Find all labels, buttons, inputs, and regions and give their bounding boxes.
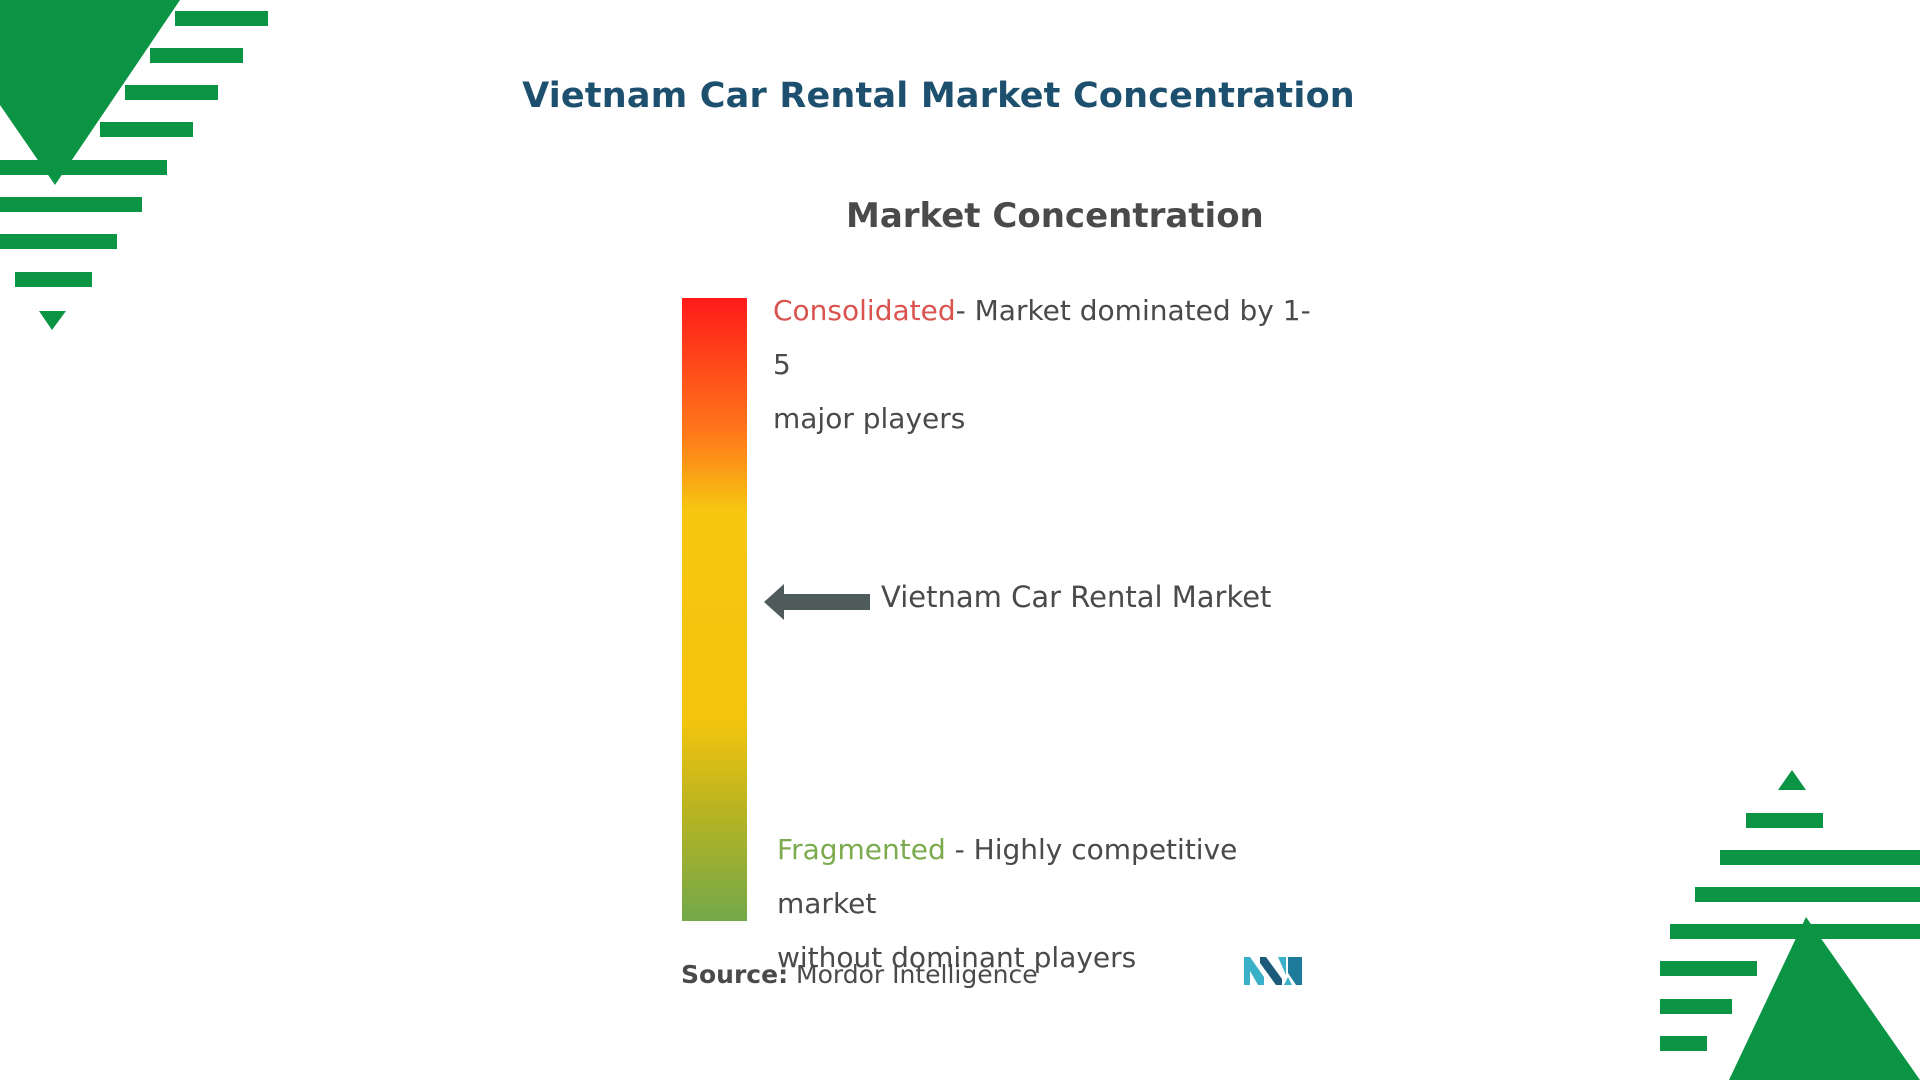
market-position-arrow-icon bbox=[764, 584, 870, 620]
fragmented-keyword: Fragmented bbox=[777, 833, 946, 866]
market-position-label: Vietnam Car Rental Market bbox=[881, 580, 1272, 614]
consolidated-description-line-1: - Market dominated by 1-5 bbox=[773, 294, 1311, 381]
source-label: Source: bbox=[681, 960, 789, 989]
mordor-logo-icon bbox=[1244, 957, 1302, 985]
concentration-gradient-bar bbox=[682, 298, 747, 921]
consolidated-keyword: Consolidated bbox=[773, 294, 956, 327]
consolidated-legend: Consolidated- Market dominated by 1-5 ma… bbox=[773, 284, 1313, 446]
fragmented-description-line-1: - Highly competitive market bbox=[777, 833, 1238, 920]
fragmented-description-line-2: without dominant players bbox=[777, 941, 1137, 974]
source-value: Mordor Intelligence bbox=[796, 960, 1038, 989]
source-credit: Source: Mordor Intelligence bbox=[681, 960, 1038, 989]
fragmented-legend: Fragmented - Highly competitive market w… bbox=[777, 823, 1337, 985]
chart-heading: Market Concentration bbox=[846, 196, 1264, 236]
consolidated-description-line-2: major players bbox=[773, 402, 966, 435]
page-title: Vietnam Car Rental Market Concentration bbox=[522, 76, 1355, 116]
decorative-chevron-bottom-right bbox=[1660, 770, 1920, 1080]
decorative-chevron-top-left bbox=[0, 0, 268, 330]
